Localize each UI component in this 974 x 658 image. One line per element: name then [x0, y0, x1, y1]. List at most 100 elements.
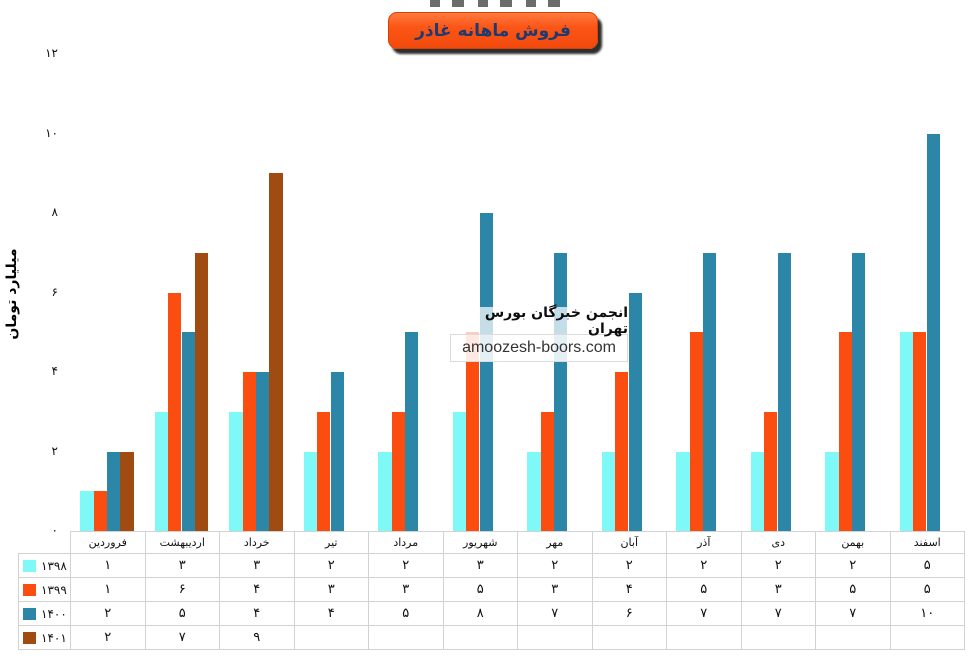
- value-cell-1400-month6: ۸: [442, 601, 518, 626]
- bar-1400-month9[interactable]: [703, 252, 717, 531]
- legend-year-label-1400: ۱۴۰۰: [41, 606, 67, 621]
- bar-1399-month4[interactable]: [317, 411, 331, 531]
- bar-1399-month1[interactable]: [93, 491, 107, 531]
- legend-year-label-1399: ۱۳۹۹: [41, 582, 67, 597]
- y-tick-label-10: ۱۰: [45, 125, 58, 140]
- month-header-7: مهر: [517, 531, 593, 554]
- value-cell-1400-month7: ۷: [517, 601, 593, 626]
- bar-1401-month3[interactable]: [269, 173, 283, 531]
- value-cell-1401-month9: [666, 625, 742, 650]
- month-header-4: تیر: [293, 531, 369, 554]
- value-cell-1398-month4: ۲: [293, 553, 369, 578]
- table-corner-cell: [19, 532, 71, 554]
- value-cell-1401-month11: [815, 625, 891, 650]
- value-cell-1399-month12: ۵: [889, 577, 965, 602]
- bar-1401-month1[interactable]: [120, 451, 134, 531]
- bar-1400-month2[interactable]: [181, 332, 195, 531]
- value-cell-1400-month10: ۷: [740, 601, 816, 626]
- month-header-11: بهمن: [815, 531, 891, 554]
- bar-1398-month6[interactable]: [452, 411, 467, 531]
- chart-title-button[interactable]: فروش ماهانه غاذر: [388, 12, 598, 49]
- bar-1399-month9[interactable]: [689, 332, 703, 531]
- chart-title-label: فروش ماهانه غاذر: [415, 20, 571, 41]
- legend-swatch-1400: [23, 607, 36, 620]
- bar-1398-month7[interactable]: [527, 451, 541, 531]
- value-cell-1398-month5: ۲: [368, 553, 444, 578]
- value-cell-1399-month10: ۳: [740, 577, 816, 602]
- value-cell-1399-month9: ۵: [666, 577, 742, 602]
- bar-1399-month2[interactable]: [168, 292, 182, 531]
- month-header-8: آبان: [591, 531, 667, 554]
- month-header-6: شهریور: [442, 531, 518, 554]
- table-row-1400: ۱۴۰۰ ۲ ۵ ۴ ۴ ۵ ۸ ۷ ۶ ۷ ۷ ۷ ۱۰: [18, 601, 965, 626]
- bar-1400-month8[interactable]: [628, 292, 642, 531]
- bar-1398-month5[interactable]: [378, 451, 392, 531]
- value-cell-1400-month5: ۵: [368, 601, 444, 626]
- bar-1399-month11[interactable]: [838, 332, 852, 531]
- bar-1399-month8[interactable]: [615, 372, 629, 531]
- value-cell-1399-month8: ۴: [591, 577, 667, 602]
- value-cell-1401-month10: [740, 625, 816, 650]
- bar-1399-month6[interactable]: [466, 332, 480, 531]
- watermark: انجمن خبرگان بورس تهران amoozesh-boors.c…: [450, 305, 628, 362]
- value-cell-1401-month7: [517, 625, 593, 650]
- bar-1400-month12[interactable]: [926, 133, 940, 531]
- table-header-row: فروردین اردیبهشت خرداد تیر مرداد شهریور مهر آبا…: [19, 531, 965, 554]
- table-row-1398: ۱۳۹۸ ۱ ۳ ۳ ۲ ۲ ۳ ۲ ۲ ۲ ۲ ۲ ۵: [18, 553, 965, 578]
- month-header-10: دی: [740, 531, 816, 554]
- legend-cell-1401: ۱۴۰۱: [18, 625, 71, 650]
- legend-cell-1398: ۱۳۹۸: [18, 553, 71, 578]
- bar-1400-month4[interactable]: [330, 372, 344, 531]
- bar-1400-month3[interactable]: [256, 372, 270, 531]
- y-tick-label-12: ۱۲: [45, 46, 58, 60]
- value-cell-1401-month8: [591, 625, 667, 650]
- data-table: فروردین اردیبهشت خرداد تیر مرداد شهریور مهر آبا…: [18, 531, 965, 650]
- bar-1399-month7[interactable]: [540, 411, 554, 531]
- value-cell-1401-month4: [293, 625, 369, 650]
- bar-1398-month11[interactable]: [825, 451, 839, 531]
- month-header-3: خرداد: [219, 531, 295, 554]
- bar-1398-month8[interactable]: [601, 451, 616, 531]
- bar-1400-month1[interactable]: [107, 451, 121, 531]
- value-cell-1401-month6: [442, 625, 518, 650]
- bar-1398-month1[interactable]: [80, 491, 94, 531]
- bar-1400-month6[interactable]: [479, 213, 493, 531]
- value-cell-1399-month1: ۱: [70, 577, 146, 602]
- value-cell-1398-month9: ۲: [666, 553, 742, 578]
- bar-1399-month5[interactable]: [391, 411, 405, 531]
- value-cell-1399-month7: ۳: [517, 577, 593, 602]
- bar-1400-month11[interactable]: [852, 252, 866, 531]
- month-header-9: آذر: [666, 531, 742, 554]
- bar-1399-month3[interactable]: [242, 372, 256, 531]
- bar-1400-month10[interactable]: [777, 252, 791, 531]
- value-cell-1398-month8: ۲: [591, 553, 667, 578]
- bar-1398-month10[interactable]: [750, 451, 765, 531]
- bar-1398-month12[interactable]: [899, 332, 914, 531]
- legend-swatch-1401: [23, 631, 36, 644]
- month-header-12: اسفند: [889, 531, 965, 554]
- y-tick-label-6: ۶: [51, 284, 58, 299]
- bar-1401-month2[interactable]: [194, 252, 209, 531]
- value-cell-1401-month1: ۲: [70, 625, 146, 650]
- y-axis-title: میلیارد تومان: [4, 248, 20, 340]
- bar-1398-month9[interactable]: [676, 451, 690, 531]
- value-cell-1401-month2: ۷: [144, 625, 220, 650]
- bar-1398-month4[interactable]: [303, 451, 318, 531]
- table-row-1401: ۱۴۰۱ ۲ ۷ ۹: [18, 625, 965, 650]
- value-cell-1399-month6: ۵: [442, 577, 518, 602]
- bar-1399-month10[interactable]: [764, 411, 778, 531]
- bar-1398-month3[interactable]: [229, 411, 243, 531]
- y-tick-label-0: ۰: [51, 523, 58, 537]
- value-cell-1400-month12: ۱۰: [889, 601, 965, 626]
- bar-1400-month7[interactable]: [554, 252, 568, 531]
- value-cell-1400-month11: ۷: [815, 601, 891, 626]
- legend-cell-1400: ۱۴۰۰: [18, 601, 71, 626]
- value-cell-1399-month3: ۴: [219, 577, 295, 602]
- month-header-1: فروردین: [70, 531, 146, 554]
- bar-1400-month5[interactable]: [405, 332, 419, 531]
- value-cell-1400-month8: ۶: [591, 601, 667, 626]
- bar-1398-month2[interactable]: [154, 411, 169, 531]
- month-header-5: مرداد: [368, 531, 444, 554]
- bar-1399-month12[interactable]: [913, 332, 927, 531]
